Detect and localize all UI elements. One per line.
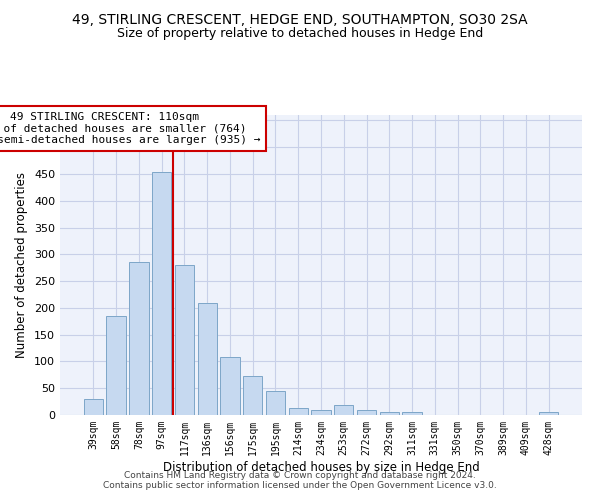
Text: Size of property relative to detached houses in Hedge End: Size of property relative to detached ho… bbox=[117, 28, 483, 40]
Bar bbox=[197, 302, 217, 415]
Text: Contains HM Land Registry data © Crown copyright and database right 2024.
Contai: Contains HM Land Registry data © Crown c… bbox=[103, 470, 497, 490]
Bar bbox=[357, 410, 376, 415]
Bar bbox=[266, 391, 285, 415]
Bar bbox=[84, 399, 103, 415]
Text: 49, STIRLING CRESCENT, HEDGE END, SOUTHAMPTON, SO30 2SA: 49, STIRLING CRESCENT, HEDGE END, SOUTHA… bbox=[72, 12, 528, 26]
Bar bbox=[334, 406, 353, 415]
Bar bbox=[129, 262, 149, 415]
Bar bbox=[175, 265, 194, 415]
Bar bbox=[289, 408, 308, 415]
Bar bbox=[403, 412, 422, 415]
Text: 49 STIRLING CRESCENT: 110sqm
← 45% of detached houses are smaller (764)
55% of s: 49 STIRLING CRESCENT: 110sqm ← 45% of de… bbox=[0, 112, 260, 145]
X-axis label: Distribution of detached houses by size in Hedge End: Distribution of detached houses by size … bbox=[163, 460, 479, 473]
Bar bbox=[380, 412, 399, 415]
Bar bbox=[220, 357, 239, 415]
Bar bbox=[539, 412, 558, 415]
Bar bbox=[106, 316, 126, 415]
Bar bbox=[243, 376, 262, 415]
Y-axis label: Number of detached properties: Number of detached properties bbox=[16, 172, 28, 358]
Bar bbox=[311, 410, 331, 415]
Bar bbox=[152, 172, 172, 415]
